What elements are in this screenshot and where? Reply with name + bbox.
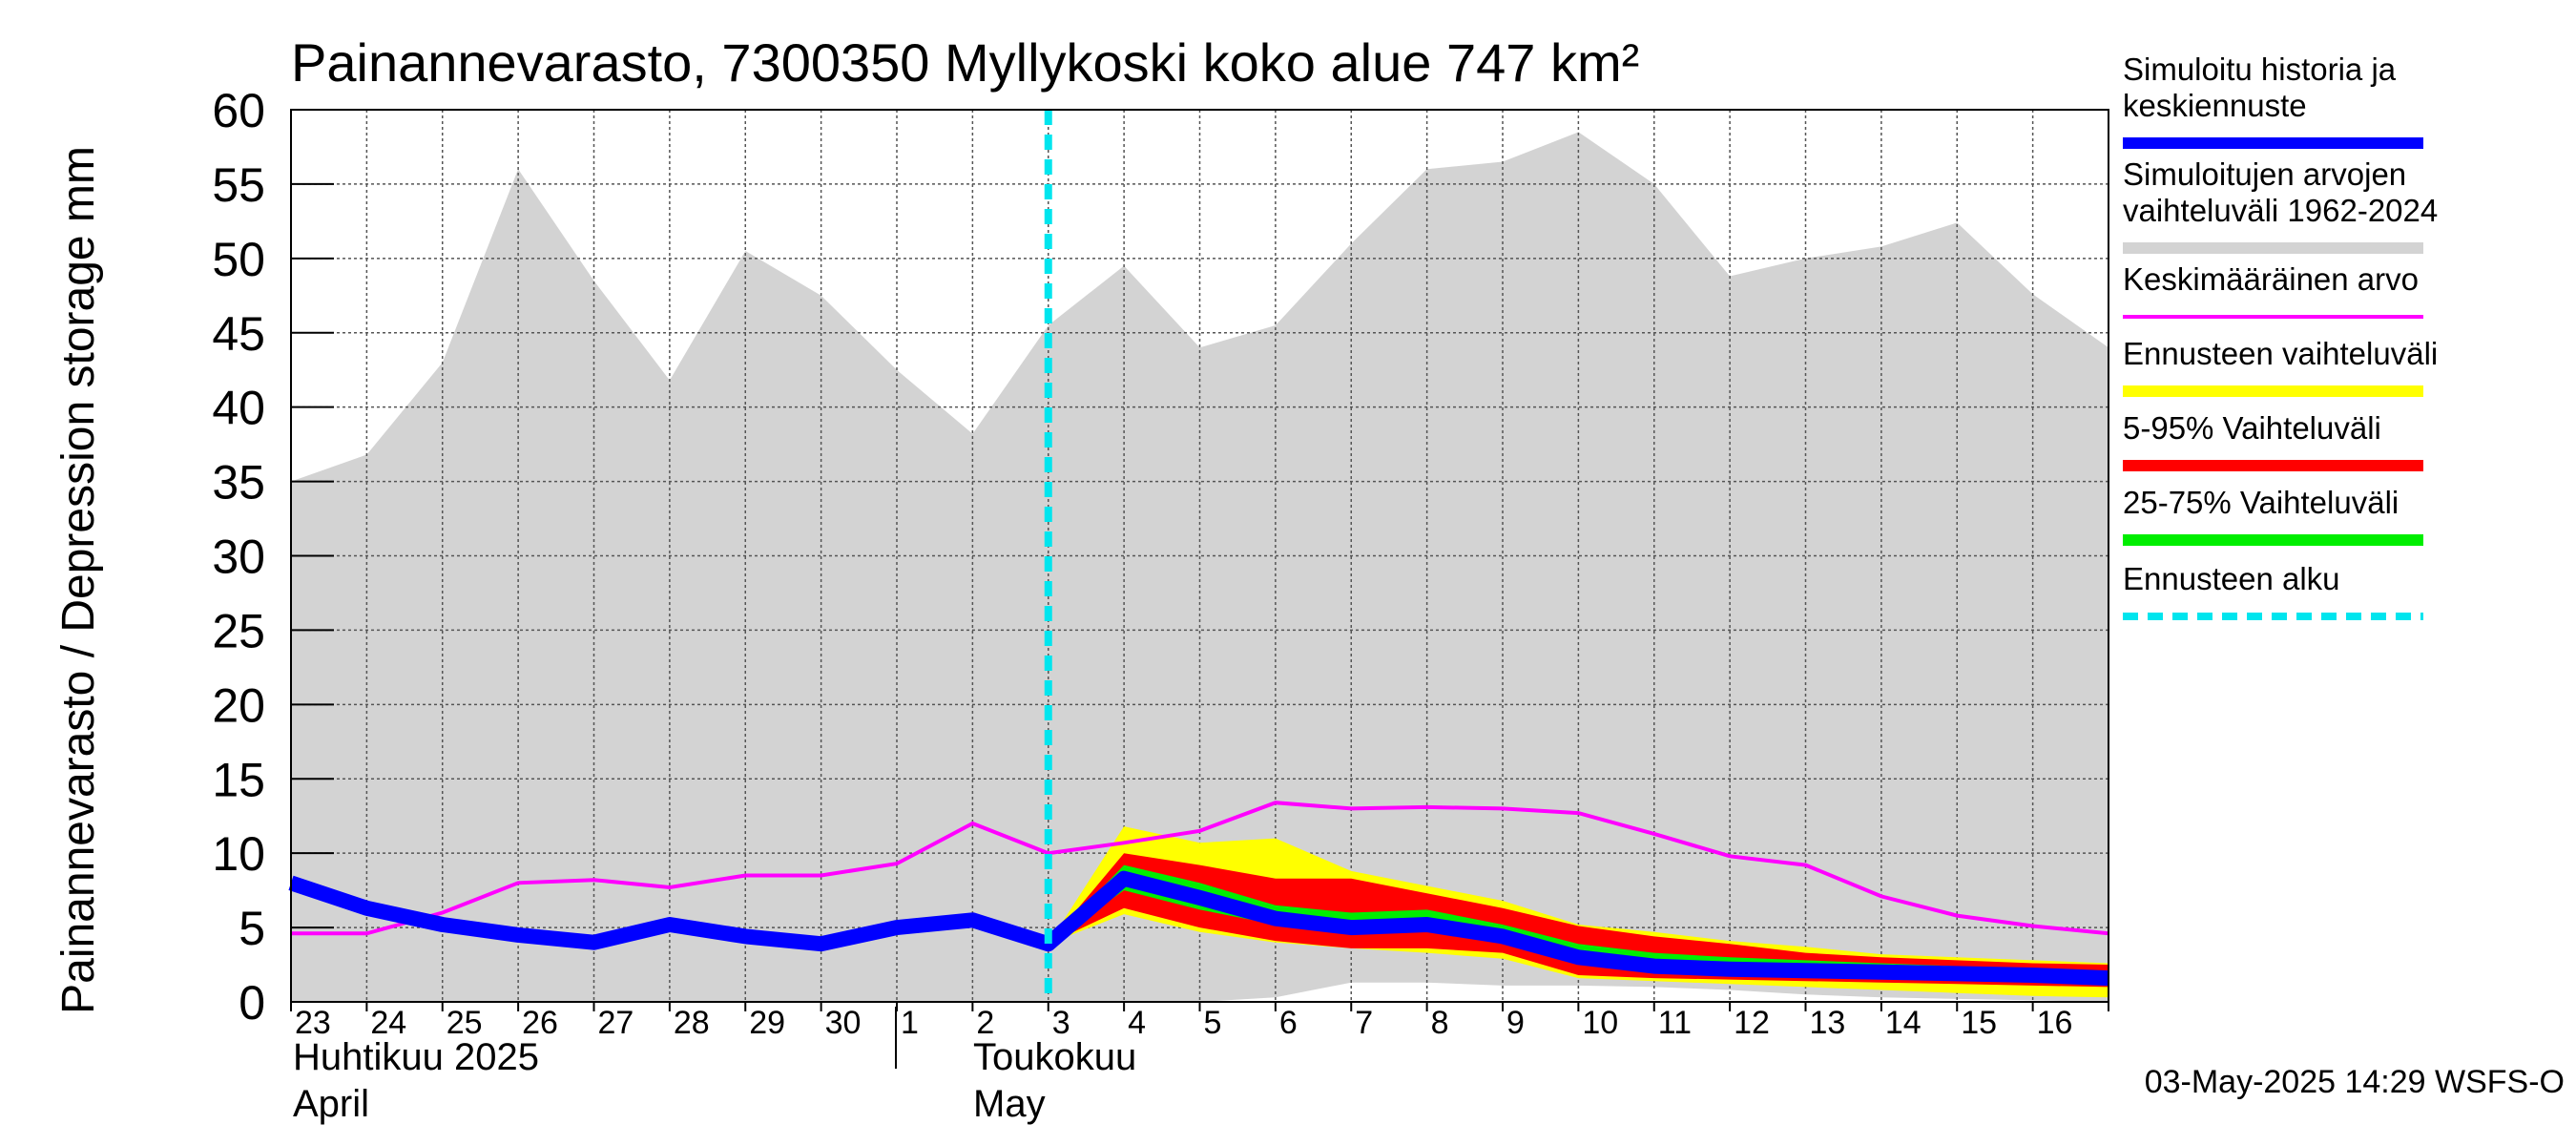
x-tick-label: 10: [1582, 1005, 1618, 1041]
x-tick-label: 28: [674, 1005, 710, 1041]
x-tick-label: 12: [1734, 1005, 1770, 1041]
historical-range-band: [291, 132, 2109, 1002]
x-tick-label: 4: [1128, 1005, 1146, 1041]
y-tick-label: 0: [239, 976, 265, 1030]
x-tick-label: 16: [2037, 1005, 2073, 1041]
forecast-range-band: [1048, 826, 2109, 998]
y-tick-label: 50: [212, 233, 265, 286]
y-tick-label: 10: [212, 827, 265, 881]
x-axis: 23 24 25 26 27 28 29 30 1 2 3 4 5 6 7 8 9 10 11 12 13 14 15 16: [290, 1002, 2109, 1069]
x-tick-label: 2: [976, 1005, 994, 1041]
legend-label: Keskimääräinen arvo: [2123, 261, 2419, 297]
x-tick-label: 14: [1885, 1005, 1922, 1041]
legend: Simuloitu historia jakeskiennusteSimuloi…: [2123, 52, 2438, 620]
month-label-april-fi: Huhtikuu 2025: [293, 1036, 539, 1078]
y-tick-label: 15: [212, 753, 265, 806]
x-tick-label: 26: [522, 1005, 558, 1041]
y-tick-label: 30: [212, 531, 265, 584]
x-tick-label: 24: [370, 1005, 406, 1041]
y-tick-label: 5: [239, 902, 265, 955]
series-lines-layer: [288, 110, 2109, 1002]
legend-label: Simuloitu historia ja: [2123, 52, 2397, 87]
month-label-may-en: May: [973, 1083, 1046, 1125]
x-tick-label: 7: [1355, 1005, 1373, 1041]
y-tick-label: 45: [212, 307, 265, 361]
x-tick-label: 9: [1506, 1005, 1525, 1041]
y-tick-label: 40: [212, 382, 265, 435]
y-tick-label: 20: [212, 678, 265, 732]
x-tick-label: 13: [1810, 1005, 1846, 1041]
x-tick-label: 30: [825, 1005, 862, 1041]
y-axis-label: Painannevarasto / Depression storage mm: [53, 146, 104, 1014]
x-tick-label: 23: [295, 1005, 331, 1041]
legend-label: vaihteluväli 1962-2024: [2123, 193, 2438, 228]
month-label-april-en: April: [293, 1083, 369, 1125]
legend-label: 25-75% Vaihteluväli: [2123, 485, 2399, 520]
x-tick-label: 3: [1052, 1005, 1070, 1041]
historical-range-layer: [291, 132, 2109, 1002]
legend-label: Simuloitujen arvojen: [2123, 156, 2406, 192]
month-label-may-fi: Toukokuu: [973, 1036, 1136, 1078]
x-tick-label: 27: [598, 1005, 634, 1041]
footer-timestamp: 03-May-2025 14:29 WSFS-O: [2145, 1064, 2565, 1100]
x-tick-label: 5: [1204, 1005, 1222, 1041]
legend-label: keskiennuste: [2123, 88, 2307, 123]
y-axis: 0 5 10 15 20 25 30 35 40 45 50 55 60: [212, 84, 334, 1030]
legend-item: Ennusteen alku: [2123, 561, 2423, 620]
y-tick-label: 55: [212, 158, 265, 212]
mean-series-line: [291, 801, 2109, 936]
x-tick-label: 25: [447, 1005, 483, 1041]
x-tick-label: 8: [1431, 1005, 1449, 1041]
plot-area: [288, 109, 2109, 1003]
y-tick-label: 35: [212, 456, 265, 510]
legend-label: 5-95% Vaihteluväli: [2123, 410, 2381, 446]
simulated-series-line: [288, 870, 2109, 987]
x-tick-label: 11: [1658, 1005, 1692, 1041]
x-tick-label: 29: [749, 1005, 785, 1041]
x-tick-label: 6: [1279, 1005, 1298, 1041]
y-tick-label: 60: [212, 84, 265, 137]
chart-title: Painannevarasto, 7300350 Myllykoski koko…: [291, 32, 1639, 93]
legend-item: Ennusteen vaihteluväli: [2123, 336, 2438, 397]
x-tick-label: 15: [1961, 1005, 1997, 1041]
legend-item: 5-95% Vaihteluväli: [2123, 410, 2423, 471]
legend-label: Ennusteen alku: [2123, 561, 2340, 596]
legend-label: Ennusteen vaihteluväli: [2123, 336, 2438, 371]
legend-item: 25-75% Vaihteluväli: [2123, 485, 2423, 546]
x-tick-label: 1: [901, 1005, 919, 1041]
y-tick-label: 25: [212, 604, 265, 657]
forecast-5-95-band: [1048, 853, 2109, 988]
legend-item: Keskimääräinen arvo: [2123, 261, 2423, 319]
